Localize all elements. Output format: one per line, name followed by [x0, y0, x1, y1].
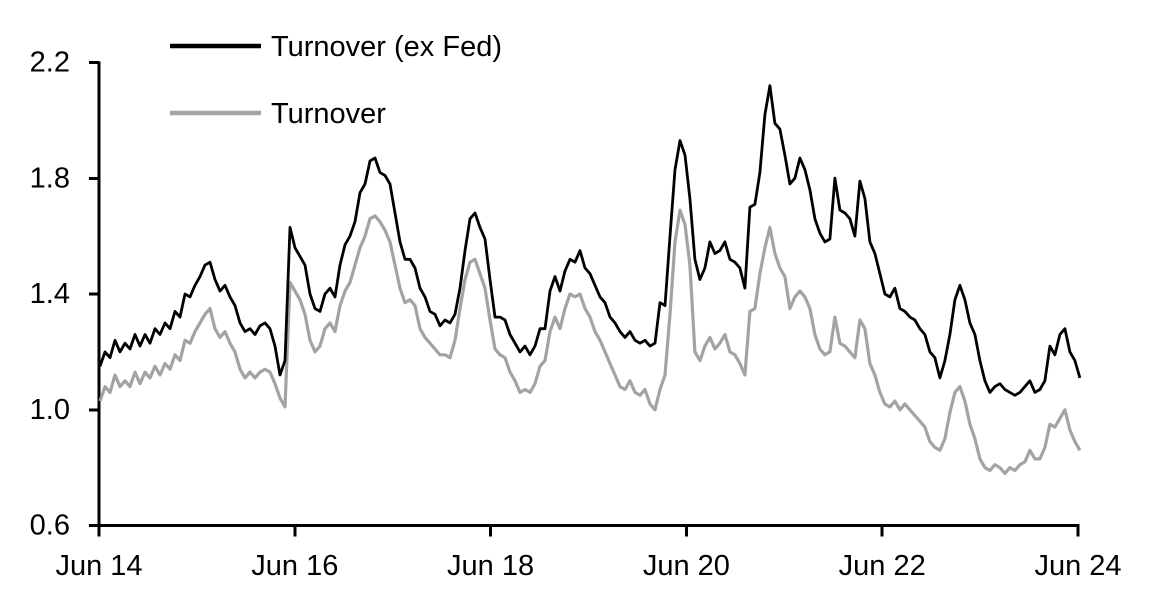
series-lines: [98, 84, 1082, 475]
y-axis-tick-label: 0.6: [30, 510, 70, 542]
y-axis-tick-label: 1.0: [30, 394, 70, 426]
legend-label-turnover-ex-fed: Turnover (ex Fed): [271, 31, 502, 63]
x-axis-tick-label: Jun 14: [55, 550, 142, 582]
y-axis-tick-label: 2.2: [30, 47, 70, 79]
legend: Turnover (ex Fed) Turnover: [170, 31, 502, 130]
x-axis-tick-label: Jun 22: [839, 550, 926, 582]
x-axis-tick-label: Jun 18: [447, 550, 534, 582]
x-axis-tick-label: Jun 24: [1034, 550, 1121, 582]
axes: 0.6 1.0 1.4 1.8 2.2 Jun 14 Jun 16 Jun 18 Jun 20 J…: [30, 47, 1122, 583]
legend-label-turnover: Turnover: [271, 98, 386, 130]
y-axis-tick-label: 1.8: [30, 162, 70, 194]
y-axis-tick-label: 1.4: [30, 278, 70, 310]
series-line-turnover-ex-fed: [98, 84, 1082, 397]
x-axis-tick-label: Jun 16: [251, 550, 338, 582]
series-line-turnover: [98, 208, 1082, 475]
x-axis-tick-label: Jun 20: [643, 550, 730, 582]
